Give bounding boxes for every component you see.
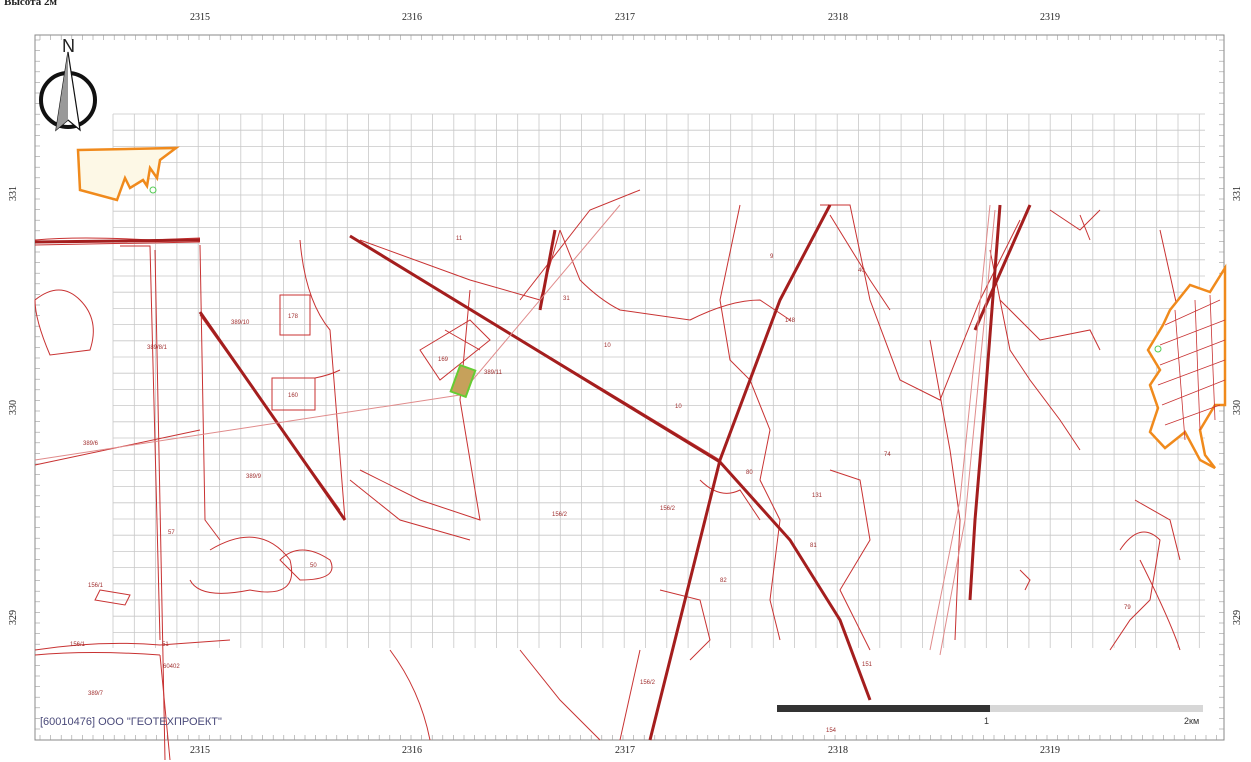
parcel-label: 74 (884, 452, 891, 458)
parcel-label: 10 (604, 343, 611, 349)
parcel-label: 156/1 (88, 583, 104, 589)
light-lines (34, 204, 996, 656)
parcel-label: 389/7 (88, 691, 104, 697)
highlighted-parcel (449, 363, 477, 399)
parcel-label: 156/2 (640, 680, 656, 686)
bottom-coord-label: 2317 (615, 745, 635, 756)
parcel-label: 50 (310, 563, 317, 569)
parcel-label: 80 (746, 470, 753, 476)
parcel-label: 57 (168, 530, 175, 536)
frame-ticks (35, 35, 1224, 740)
green-marker (149, 186, 157, 194)
map-title: Высота 2м (4, 0, 57, 8)
parcel-label: 11 (456, 236, 463, 242)
top-coord-label: 2319 (1040, 12, 1060, 23)
parcel-label: 389/11 (484, 370, 502, 376)
parcel-label: 389/8/1 (147, 345, 168, 351)
scale-bar (777, 705, 1203, 712)
north-letter: N (62, 36, 75, 56)
top-coord-label: 2318 (828, 12, 848, 23)
parcel-label: 9 (770, 254, 774, 260)
parcel-label: 156/2 (552, 512, 568, 518)
east-settlement-parcels (1157, 294, 1226, 441)
parcel-label: 60402 (163, 664, 180, 670)
parcel-label: 169 (438, 357, 449, 363)
parcel-label: 40 (858, 268, 865, 274)
credit-label: [60010476] ООО "ГЕОТЕХПРОЕКТ" (40, 716, 222, 728)
parcel-label: 156/2 (660, 506, 676, 512)
orange-zone-east (1146, 263, 1227, 470)
parcel-label: 389/9 (246, 474, 262, 480)
green-marker-east (1154, 345, 1162, 353)
parcel-label: 178 (288, 314, 299, 320)
parcel-label: 82 (720, 578, 727, 584)
parcel-label: 389/6 (83, 441, 99, 447)
top-coord-label: 2315 (190, 12, 210, 23)
parcel-label: 389/10 (231, 320, 250, 326)
bottom-coord-label: 2316 (402, 745, 422, 756)
parcel-label: 10 (675, 404, 682, 410)
parcel-label: 154 (826, 728, 837, 734)
bottom-coord-label: 2318 (828, 745, 848, 756)
bottom-coord-label: 2315 (190, 745, 210, 756)
parcel-label: 148 (785, 318, 796, 324)
bottom-coord-label: 2319 (1040, 745, 1060, 756)
roads (34, 204, 1032, 741)
parcel-label: 151 (862, 662, 873, 668)
top-coord-label: 2317 (615, 12, 635, 23)
parcel-label: 156/1 (70, 642, 86, 648)
parcel-label: 131 (812, 493, 823, 499)
parcel-label: 51 (162, 642, 169, 648)
map-frame (34, 34, 1225, 741)
parcel-label: 31 (563, 296, 570, 302)
parcel-label: 160 (288, 393, 299, 399)
parcel-boundaries (34, 189, 1181, 761)
scale-mid-label: 1 (984, 716, 990, 726)
scale-end-label: 2км (1184, 716, 1200, 726)
parcel-label: 79 (1124, 605, 1131, 611)
orange-zone-west (76, 146, 180, 202)
parcel-label: 81 (810, 543, 817, 549)
grid-lines (112, 113, 1205, 648)
north-arrow (39, 51, 97, 132)
top-coord-label: 2316 (402, 12, 422, 23)
